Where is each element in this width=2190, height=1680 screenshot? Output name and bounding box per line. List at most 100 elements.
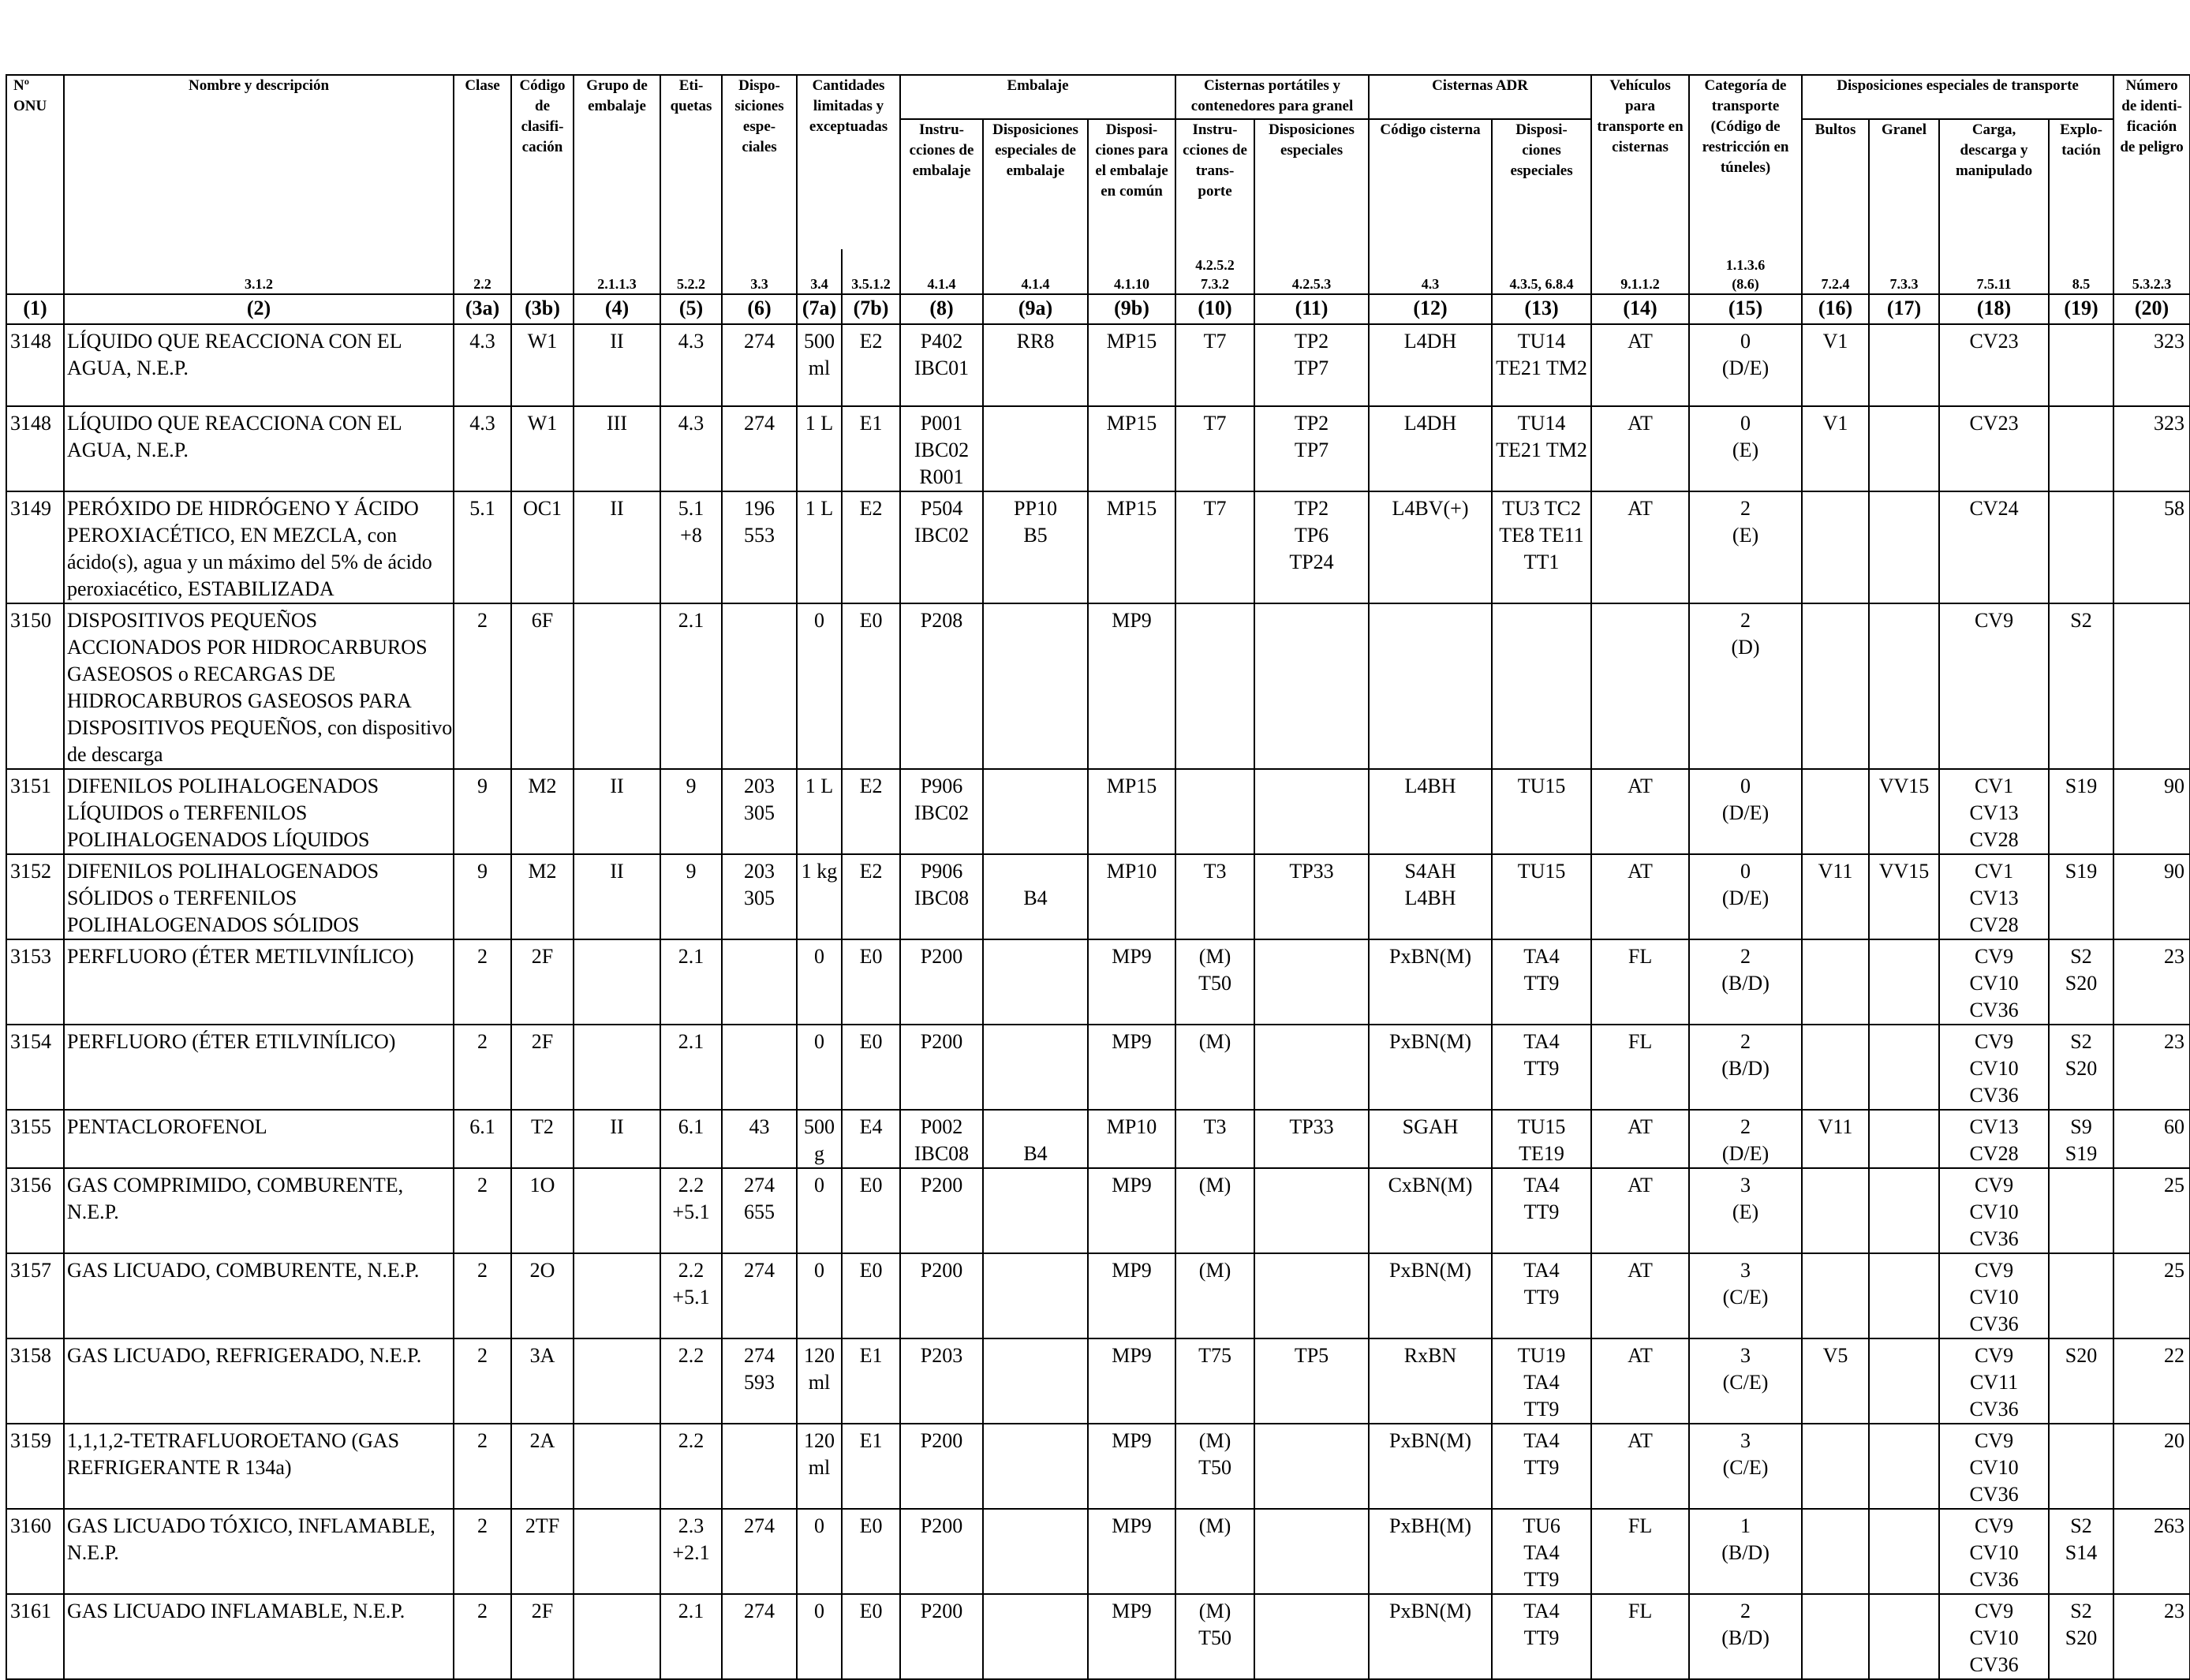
tank-code-cell: RxBN	[1368, 1338, 1493, 1424]
header-packaging: Embalaje	[899, 74, 1177, 120]
class-cell: 4.3	[453, 323, 512, 407]
bulk-provision-cell	[1868, 603, 1941, 770]
table-row: 3157 GAS LICUADO, COMBURENTE, N.E.P. 2 2O 2.…	[6, 1253, 2190, 1339]
adr-dangerous-goods-table: Nº ONU Nombre y descripción Clase Código…	[6, 74, 2190, 1680]
loading-provision-cell: CV9 CV10 CV36	[1938, 1167, 2050, 1254]
tank-special-provisions-cell	[1254, 1593, 1370, 1680]
header-packing-instructions: Instru- cciones de embalaje	[899, 118, 985, 249]
special-provisions-cell: 274 655	[721, 1167, 798, 1254]
labels-cell: 2.1	[660, 1593, 723, 1680]
limited-quantity-cell: 500 g	[796, 1109, 843, 1169]
classification-code-cell: T2	[510, 1109, 574, 1169]
table-row: 3159 1,1,1,2-TETRAFLUOROETANO (GAS REFRIG…	[6, 1423, 2190, 1510]
tank-special-provisions-cell: TP33	[1254, 853, 1370, 940]
packages-provision-cell: V1	[1801, 323, 1870, 407]
mixed-packing-cell: MP10	[1087, 1109, 1177, 1169]
header-column-number: (14)	[1590, 293, 1691, 325]
class-cell: 2	[453, 1508, 512, 1595]
vehicle-cell: AT	[1590, 1338, 1691, 1424]
loading-provision-cell: CV9 CV10 CV36	[1938, 1024, 2050, 1111]
tank-instructions-cell: (M) T50	[1175, 1593, 1256, 1680]
special-provisions-cell: 274	[721, 405, 798, 492]
header-column-number: (16)	[1801, 293, 1870, 325]
header-reference-cell: 1.1.3.6 (8.6)	[1688, 249, 1803, 295]
header-reference-cell: 5.3.2.3	[2113, 249, 2190, 295]
tank-code-cell: SGAH	[1368, 1109, 1493, 1169]
mixed-packing-cell: MP15	[1087, 768, 1177, 855]
tank-instructions-cell: T3	[1175, 1109, 1256, 1169]
substance-name-cell: PERFLUORO (ÉTER ETILVINÍLICO)	[63, 1024, 454, 1111]
header-column-number: (11)	[1254, 293, 1370, 325]
substance-name-cell: 1,1,1,2-TETRAFLUOROETANO (GAS REFRIGERAN…	[63, 1423, 454, 1510]
bulk-provision-cell	[1868, 1508, 1941, 1595]
tank-special-cell: TU14 TE21 TM2	[1491, 405, 1593, 492]
limited-quantity-cell: 1 L	[796, 405, 843, 492]
bulk-provision-cell	[1868, 323, 1941, 407]
packing-special-cell	[982, 1593, 1089, 1680]
table-body: 3148 LÍQUIDO QUE REACCIONA CON EL AGUA, N…	[6, 323, 2190, 1680]
class-cell: 5.1	[453, 491, 512, 604]
substance-name-cell: DIFENILOS POLIHALOGENADOS SÓLIDOS o TERF…	[63, 853, 454, 940]
header-reference-cell: 4.1.10	[1087, 249, 1177, 295]
header-reference-cell: 4.1.4	[982, 249, 1089, 295]
vehicle-cell: AT	[1590, 768, 1691, 855]
table-row: 3150 DISPOSITIVOS PEQUEÑOS ACCIONADOS POR…	[6, 603, 2190, 770]
transport-category-cell: 2 (D/E)	[1688, 1109, 1803, 1169]
transport-category-cell: 2 (B/D)	[1688, 939, 1803, 1025]
mixed-packing-cell: MP9	[1087, 603, 1177, 770]
packages-provision-cell: V11	[1801, 853, 1870, 940]
tank-special-provisions-cell	[1254, 1253, 1370, 1339]
loading-provision-cell: CV9 CV11 CV36	[1938, 1338, 2050, 1424]
mixed-packing-cell: MP15	[1087, 491, 1177, 604]
header-transport-category: Categoría de transporte (Código de restr…	[1688, 74, 1803, 249]
classification-code-cell: OC1	[510, 491, 574, 604]
header-pt-instructions: Instru- cciones de trans- porte	[1175, 118, 1256, 249]
header-operation: Explo- tación	[2048, 118, 2115, 249]
table-row: 3148 LÍQUIDO QUE REACCIONA CON EL AGUA, N…	[6, 323, 2190, 407]
tank-special-cell: TU15 TE19	[1491, 1109, 1593, 1169]
loading-provision-cell: CV9 CV10 CV36	[1938, 1593, 2050, 1680]
class-cell: 9	[453, 853, 512, 940]
transport-category-cell: 2 (B/D)	[1688, 1593, 1803, 1680]
labels-cell: 6.1	[660, 1109, 723, 1169]
mixed-packing-cell: MP10	[1087, 853, 1177, 940]
tank-special-cell: TU19 TA4 TT9	[1491, 1338, 1593, 1424]
classification-code-cell: 2F	[510, 1024, 574, 1111]
tank-code-cell: PxBH(M)	[1368, 1508, 1493, 1595]
bulk-provision-cell	[1868, 939, 1941, 1025]
operation-provision-cell	[2048, 491, 2115, 604]
header-class: Clase	[453, 74, 512, 249]
header-reference-cell: 4.1.4	[899, 249, 985, 295]
special-provisions-cell: 274	[721, 323, 798, 407]
packing-special-cell: B4	[982, 1109, 1089, 1169]
tank-code-cell: S4AH L4BH	[1368, 853, 1493, 940]
mixed-packing-cell: MP9	[1087, 1253, 1177, 1339]
limited-quantity-cell: 0	[796, 1508, 843, 1595]
un-number-cell: 3160	[6, 1508, 65, 1595]
substance-name-cell: GAS LICUADO INFLAMABLE, N.E.P.	[63, 1593, 454, 1680]
limited-quantity-cell: 120 ml	[796, 1423, 843, 1510]
tank-special-cell: TA4 TT9	[1491, 1253, 1593, 1339]
tank-instructions-cell	[1175, 603, 1256, 770]
tank-special-provisions-cell: TP2 TP7	[1254, 323, 1370, 407]
header-mixed-packing: Disposi- ciones para el embalaje en comú…	[1087, 118, 1177, 249]
limited-quantity-cell: 0	[796, 1593, 843, 1680]
class-cell: 2	[453, 1338, 512, 1424]
loading-provision-cell: CV9 CV10 CV36	[1938, 939, 2050, 1025]
limited-quantity-cell: 1 L	[796, 491, 843, 604]
class-cell: 2	[453, 939, 512, 1025]
class-cell: 6.1	[453, 1109, 512, 1169]
header-column-number: (7b)	[840, 293, 902, 325]
packages-provision-cell: V5	[1801, 1338, 1870, 1424]
classification-code-cell: M2	[510, 853, 574, 940]
tank-special-cell: TA4 TT9	[1491, 1167, 1593, 1254]
transport-category-cell: 2 (E)	[1688, 491, 1803, 604]
transport-category-cell: 3 (E)	[1688, 1167, 1803, 1254]
excepted-quantity-cell: E2	[840, 853, 902, 940]
header-column-number: (2)	[63, 293, 454, 325]
packing-instructions-cell: P200	[899, 939, 985, 1025]
substance-name-cell: GAS LICUADO, COMBURENTE, N.E.P.	[63, 1253, 454, 1339]
transport-category-cell: 1 (B/D)	[1688, 1508, 1803, 1595]
substance-name-cell: LÍQUIDO QUE REACCIONA CON EL AGUA, N.E.P…	[63, 405, 454, 492]
header-reference-cell: 2.1.1.3	[573, 249, 661, 295]
